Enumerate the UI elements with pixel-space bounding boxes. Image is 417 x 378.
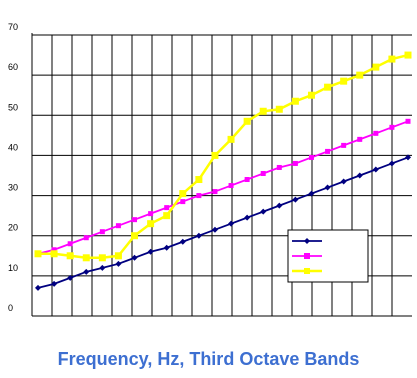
data-point [324,184,331,191]
data-point [244,214,251,221]
data-point [325,148,331,154]
data-point [228,220,235,227]
series-2 [35,118,411,257]
data-point [259,107,267,115]
y-tick-label: 20 [8,223,18,233]
data-point [372,63,380,71]
axes [31,33,412,317]
data-point [51,247,57,253]
data-point [99,229,105,235]
data-point [291,97,299,105]
series-line [37,156,409,289]
data-point [404,51,412,59]
data-point [50,250,58,258]
y-tick-label: 50 [8,102,18,112]
data-point [147,220,155,228]
data-point [66,252,74,260]
data-point [228,183,234,189]
data-point [340,77,348,85]
data-point [308,190,315,197]
data-point [372,166,379,173]
y-tick-label: 0 [8,303,13,313]
data-point [67,274,74,281]
data-point [275,105,283,113]
data-point [356,71,364,79]
data-point [244,177,250,183]
data-point [276,164,282,170]
data-point [389,124,395,130]
data-point [373,130,379,136]
legend [287,229,369,283]
data-point [179,238,186,245]
y-tick-label: 10 [8,263,18,273]
data-point [341,142,347,148]
data-point [115,260,122,267]
data-point [276,202,283,209]
data-point [35,284,41,291]
data-point [131,254,138,261]
data-point [132,217,138,223]
data-point [357,136,363,142]
y-tick-label: 70 [8,22,18,32]
data-point [356,172,363,179]
data-point [227,135,235,143]
data-point [163,212,171,220]
data-point [212,189,218,195]
data-point [180,199,186,205]
data-point [115,223,121,229]
data-point [211,151,219,159]
data-point [148,211,154,217]
legend-marker [304,238,310,244]
y-tick-labels: 0 10 20 30 40 50 60 70 [8,22,18,313]
y-tick-label: 30 [8,183,18,193]
data-point [51,280,58,287]
data-point [260,208,267,215]
data-point [260,170,266,176]
data-point [98,254,106,262]
data-point [83,268,90,275]
data-point [179,190,187,198]
data-point [195,176,203,184]
data-point [405,118,411,124]
y-tick-label: 40 [8,142,18,152]
data-point [292,196,299,203]
y-tick-label: 60 [8,62,18,72]
series-line [37,120,409,255]
data-point [307,91,315,99]
data-point [147,248,154,255]
data-point [308,154,314,160]
data-point [324,83,332,91]
x-axis-label: Frequency, Hz, Third Octave Bands [57,349,360,369]
data-point [388,55,396,63]
data-point [195,232,202,239]
data-point [131,232,139,240]
data-point [99,264,106,271]
data-point [34,250,42,258]
data-point [388,160,395,167]
data-point [243,117,251,125]
series-group [34,51,412,291]
data-point [211,226,218,233]
data-point [405,154,411,161]
data-point [163,244,170,251]
data-point [164,205,170,211]
legend-marker [304,268,310,274]
data-point [292,160,298,166]
series-3 [34,51,412,262]
data-point [114,252,122,260]
data-point [340,178,347,185]
series-1 [35,154,411,291]
legend-marker [304,253,310,259]
data-point [67,241,73,247]
data-point [83,235,89,241]
data-point [82,254,90,262]
data-point [196,193,202,199]
